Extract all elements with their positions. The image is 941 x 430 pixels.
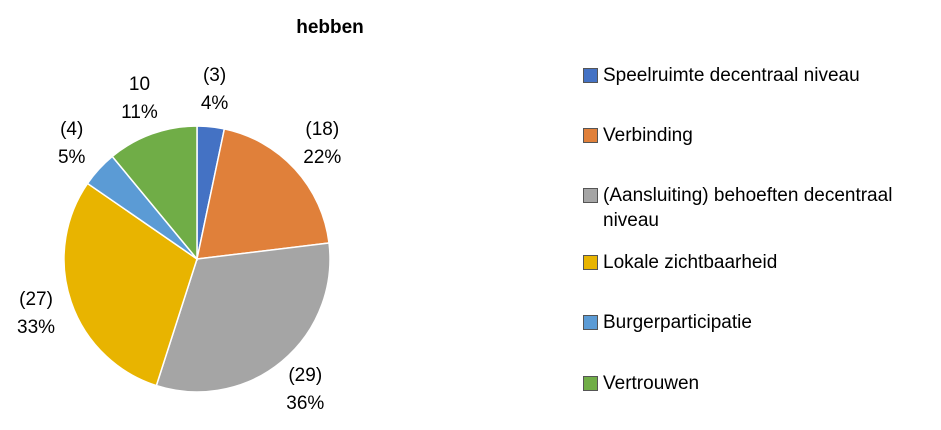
legend-label: (Aansluiting) behoeften decentraal nivea… (603, 185, 893, 231)
percentage-label: 11% (121, 102, 158, 123)
legend-label: Speelruimte decentraal niveau (603, 65, 860, 86)
legend-swatch (583, 255, 598, 270)
value-label: (18) (305, 119, 339, 140)
percentage-label: 4% (201, 93, 229, 114)
value-label: (27) (19, 289, 53, 310)
legend-item: Verbinding (583, 123, 693, 148)
legend-label: Vertrouwen (603, 373, 700, 394)
pie-slice (111, 125, 198, 262)
percentage-label: 22% (303, 147, 341, 168)
pie-slice (63, 182, 198, 387)
legend-item: (Aansluiting) behoeften decentraal nivea… (583, 183, 893, 233)
legend-item: Speelruimte decentraal niveau (583, 63, 860, 88)
value-label: (3) (203, 65, 226, 86)
percentage-label: 36% (286, 393, 324, 414)
legend-swatch (583, 188, 598, 203)
legend-swatch (583, 376, 598, 391)
legend-item: Vertrouwen (583, 371, 699, 396)
legend-swatch (583, 68, 598, 83)
pie-slice (155, 242, 331, 393)
legend-swatch (583, 128, 598, 143)
legend-label: Verbinding (603, 125, 693, 146)
value-label: (29) (288, 365, 322, 386)
legend-label: Lokale zichtbaarheid (603, 252, 778, 273)
percentage-label: 33% (17, 317, 55, 338)
percentage-label: 5% (58, 147, 86, 168)
value-label: 10 (129, 74, 150, 95)
legend-item: Burgerparticipatie (583, 310, 752, 335)
legend-label: Burgerparticipatie (603, 312, 752, 333)
value-label: (4) (60, 119, 83, 140)
legend-item: Lokale zichtbaarheid (583, 250, 777, 275)
pie-slice (196, 127, 330, 260)
chart-title: hebben (296, 17, 364, 38)
legend-swatch (583, 315, 598, 330)
